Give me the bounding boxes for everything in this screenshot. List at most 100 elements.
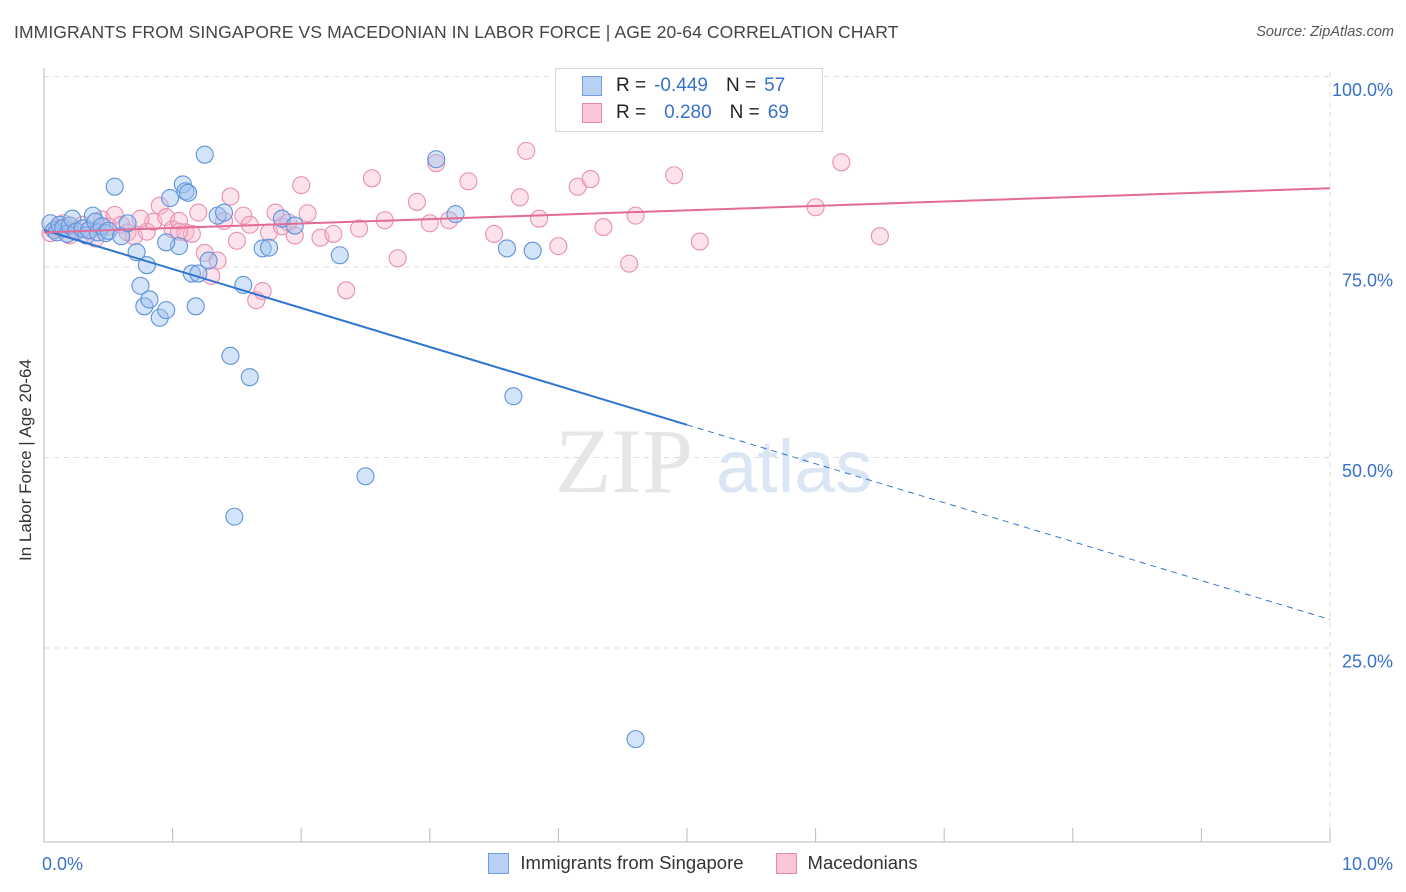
macedonians-point: [594, 218, 613, 237]
macedonians-point: [581, 170, 600, 189]
macedonians-point: [620, 254, 639, 273]
correlation-legend: R = -0.449 N = 57 R = 0.280 N = 69: [555, 68, 823, 132]
macedonians-point: [221, 187, 240, 206]
singapore-point: [182, 264, 201, 283]
macedonians-point: [420, 214, 439, 233]
legend-swatch-macedonians: [582, 103, 602, 123]
singapore-point: [356, 467, 375, 486]
legend-item-singapore[interactable]: Immigrants from Singapore: [488, 852, 744, 874]
singapore-point: [259, 238, 279, 257]
legend-n-value-macedonians: 69: [767, 102, 789, 123]
macedonians-point: [298, 204, 317, 223]
watermark-atlas: atlas: [716, 425, 872, 508]
macedonians-point: [189, 203, 208, 222]
singapore-point: [157, 301, 176, 320]
singapore-point: [240, 368, 259, 387]
legend-item-macedonians[interactable]: Macedonians: [775, 852, 918, 874]
legend-r-value-macedonians: 0.280: [664, 102, 712, 123]
legend-n-value-singapore: 57: [764, 75, 786, 96]
macedonians-point: [227, 231, 246, 250]
macedonians-point: [517, 141, 536, 160]
macedonians-trend-line: [43, 187, 1331, 234]
singapore-point: [446, 205, 465, 224]
singapore-point: [131, 276, 150, 295]
singapore-point: [497, 239, 517, 258]
y-tick-label: 50.0%: [1342, 461, 1393, 481]
legend-r-label: R =: [616, 75, 647, 96]
macedonians-point: [626, 206, 645, 225]
y-tick-label: 100.0%: [1332, 80, 1393, 100]
x-tick-label: 10.0%: [1342, 854, 1393, 874]
macedonians-point: [806, 198, 825, 217]
singapore-point: [105, 177, 124, 196]
singapore-point: [221, 346, 240, 365]
series-legend: Immigrants from Singapore Macedonians: [0, 852, 1406, 874]
singapore-point: [225, 507, 244, 526]
macedonians-point: [870, 227, 889, 246]
macedonians-point: [337, 281, 356, 300]
legend-swatch-singapore: [582, 76, 602, 96]
macedonians-point: [832, 153, 851, 172]
macedonians-point: [324, 224, 343, 243]
legend-n-label: N =: [729, 102, 760, 123]
tick-labels: 100.0% 75.0% 50.0% 25.0% 0.0% 10.0%: [42, 80, 1393, 874]
macedonians-point: [169, 211, 189, 231]
macedonians-point: [285, 226, 304, 245]
singapore-point: [199, 251, 218, 270]
singapore-point: [178, 183, 198, 202]
macedonians-point: [690, 232, 709, 251]
singapore-point: [626, 730, 645, 749]
macedonians-point: [388, 249, 407, 268]
y-tick-label: 75.0%: [1342, 271, 1393, 291]
singapore-point: [118, 214, 137, 233]
singapore-point: [427, 150, 446, 169]
singapore-point: [157, 233, 176, 252]
watermark-zip: ZIP: [555, 410, 693, 512]
trend-lines: [43, 187, 1331, 620]
singapore-point: [253, 239, 272, 258]
legend-row-macedonians: R = 0.280 N = 69: [582, 101, 789, 125]
macedonians-point: [459, 172, 478, 191]
x-tick-label: 0.0%: [42, 854, 83, 874]
singapore-point: [160, 189, 180, 208]
macedonians-point: [234, 206, 253, 225]
axes-layer: [43, 68, 1331, 843]
singapore-trend-line: [43, 229, 688, 426]
singapore-point: [214, 203, 234, 222]
macedonians-point: [530, 209, 549, 228]
singapore-point: [285, 216, 304, 235]
macedonians-point: [350, 219, 369, 238]
singapore-point: [140, 290, 159, 309]
legend-label-singapore: Immigrants from Singapore: [520, 852, 744, 873]
macedonians-point: [485, 224, 504, 243]
singapore-trend-extension: [686, 424, 1331, 620]
legend-label-macedonians: Macedonians: [807, 852, 918, 873]
macedonians-point: [549, 237, 568, 256]
macedonians-point: [407, 192, 426, 211]
singapore-point: [504, 387, 523, 406]
y-tick-label: 25.0%: [1342, 652, 1393, 672]
singapore-point: [186, 297, 205, 316]
legend-r-label: R =: [616, 102, 647, 123]
macedonians-point: [105, 205, 124, 224]
legend-swatch-singapore: [488, 852, 510, 874]
macedonians-point: [292, 176, 311, 195]
singapore-point: [330, 246, 349, 265]
legend-swatch-macedonians: [775, 852, 797, 874]
legend-n-label: N =: [725, 75, 757, 96]
macedonians-points: [41, 141, 889, 310]
y-axis-label: In Labor Force | Age 20-64: [16, 359, 35, 561]
singapore-point: [96, 224, 115, 243]
singapore-point: [523, 241, 542, 260]
macedonians-point: [362, 169, 381, 188]
singapore-point: [150, 308, 169, 327]
chart-title: IMMIGRANTS FROM SINGAPORE VS MACEDONIAN …: [14, 22, 899, 42]
macedonians-point: [510, 188, 529, 207]
macedonians-point: [427, 154, 446, 173]
macedonians-point: [665, 166, 684, 185]
legend-row-singapore: R = -0.449 N = 57: [582, 74, 785, 98]
macedonians-point: [150, 196, 169, 215]
singapore-point: [195, 145, 214, 164]
legend-r-value-singapore: -0.449: [654, 75, 708, 96]
